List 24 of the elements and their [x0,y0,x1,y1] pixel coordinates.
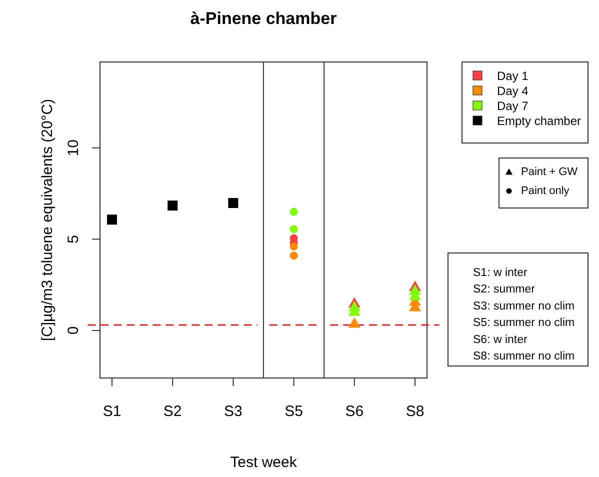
legend-label: Empty chamber [497,114,582,128]
y-tick-label: 0 [65,326,82,335]
x-tick-label: S8 [406,403,424,420]
text: Paint only [521,185,570,197]
text: S6: w inter [473,334,528,346]
chart-title: à-Pinene chamber [190,9,338,28]
text: S5: summer no clim [473,317,575,330]
text: Paint + GW [521,166,578,178]
legend-label: Day 1 [497,69,529,83]
y-tick-label: 10 [65,140,82,156]
text: S8: summer no clim [473,350,575,362]
x-axis-title: Test week [230,454,298,471]
x-tick-label: S2 [163,403,182,420]
x-tick-label: S5 [284,403,303,420]
text: S2: summer [473,284,536,296]
y-tick-label: 5 [65,235,82,244]
y-axis-title: [C]µg/m3 toluene equivalents (20°C) [39,98,56,342]
legend-label: Day 7 [497,99,529,113]
legend-label: Day 4 [497,84,529,98]
x-tick-label: S1 [102,403,122,420]
text: S3: summer no clim [473,300,575,312]
x-tick-label: S3 [224,403,242,420]
x-tick-label: S6 [345,403,364,420]
text: S1: w inter [473,267,528,279]
